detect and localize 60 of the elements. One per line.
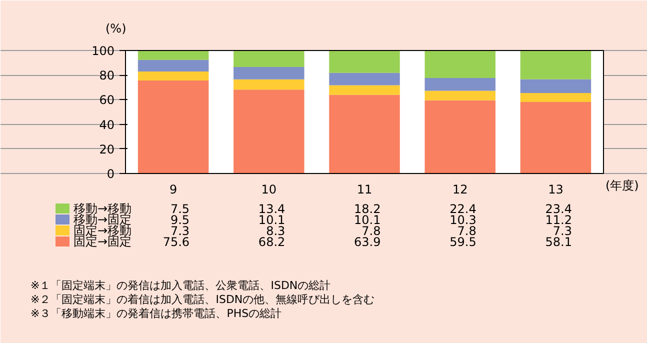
legend-label: 固定→移動: [74, 224, 132, 238]
bar: [329, 72, 400, 86]
bar: [138, 50, 209, 60]
text: ※３「移動端末」の発着信は携帯電話、PHSの総計: [30, 307, 282, 320]
bar: [520, 93, 592, 102]
data-label: 10.3: [450, 213, 476, 227]
x-tick-label: 11: [356, 182, 372, 196]
bar: [138, 60, 209, 72]
y-tick-label: 80: [99, 68, 115, 83]
bar: [424, 100, 496, 174]
bar: [234, 90, 304, 174]
data-label: 59.5: [450, 235, 476, 249]
text: ※１「固定端末」の発信は加入電話、公衆電話、ISDNの総計: [30, 279, 331, 292]
legend-label: 移動→移動: [74, 202, 132, 216]
data-label: 8.3: [266, 224, 286, 238]
data-label: 11.2: [545, 213, 572, 227]
data-label: 9.5: [170, 213, 190, 227]
data-label: 22.4: [450, 202, 476, 216]
data-label: 18.2: [354, 202, 381, 216]
bar: [234, 66, 304, 80]
bar: [329, 85, 400, 95]
bar: [234, 50, 304, 67]
bar: [234, 79, 304, 90]
data-label: 7.3: [552, 224, 572, 238]
text: ※２「固定端末」の着信は加入電話、ISDNの他、無線呼び出しを含む: [30, 293, 375, 306]
y-tick-label: 100: [92, 44, 114, 58]
y-tick-label: 40: [99, 118, 115, 132]
bar: [520, 79, 592, 94]
data-label: 7.5: [170, 202, 190, 216]
bar: [424, 50, 496, 78]
data-label: 10.1: [258, 213, 286, 227]
x-axis-title: (年度): [606, 178, 639, 192]
y-tick-label: 0: [106, 167, 115, 181]
y-tick-label: 60: [99, 93, 115, 108]
data-label: 7.3: [170, 224, 190, 238]
y-axis-title: (%): [106, 22, 126, 36]
bar: [329, 50, 400, 73]
data-label: 10.1: [354, 213, 381, 227]
bar: [138, 72, 209, 81]
data-label: 7.8: [457, 224, 476, 238]
x-tick-label: 9: [169, 182, 178, 196]
data-label: 23.4: [545, 202, 572, 216]
data-label: 63.9: [354, 235, 381, 249]
y-tick-label: 20: [99, 142, 115, 156]
bar: [424, 78, 496, 91]
bar: [329, 94, 400, 174]
bar: [520, 50, 592, 80]
legend-label: 固定→固定: [74, 234, 132, 248]
data-label: 58.1: [545, 235, 572, 249]
bar: [424, 90, 496, 100]
data-label: 13.4: [258, 202, 286, 216]
bar: [138, 80, 209, 174]
bar: [520, 102, 592, 174]
legend-label: 移動→固定: [74, 212, 132, 226]
x-tick-label: 10: [261, 182, 277, 196]
data-label: 75.6: [162, 235, 190, 249]
data-label: 68.2: [258, 235, 286, 249]
data-label: 7.8: [362, 224, 381, 238]
x-tick-label: 12: [452, 182, 468, 196]
x-tick-label: 13: [548, 182, 564, 196]
